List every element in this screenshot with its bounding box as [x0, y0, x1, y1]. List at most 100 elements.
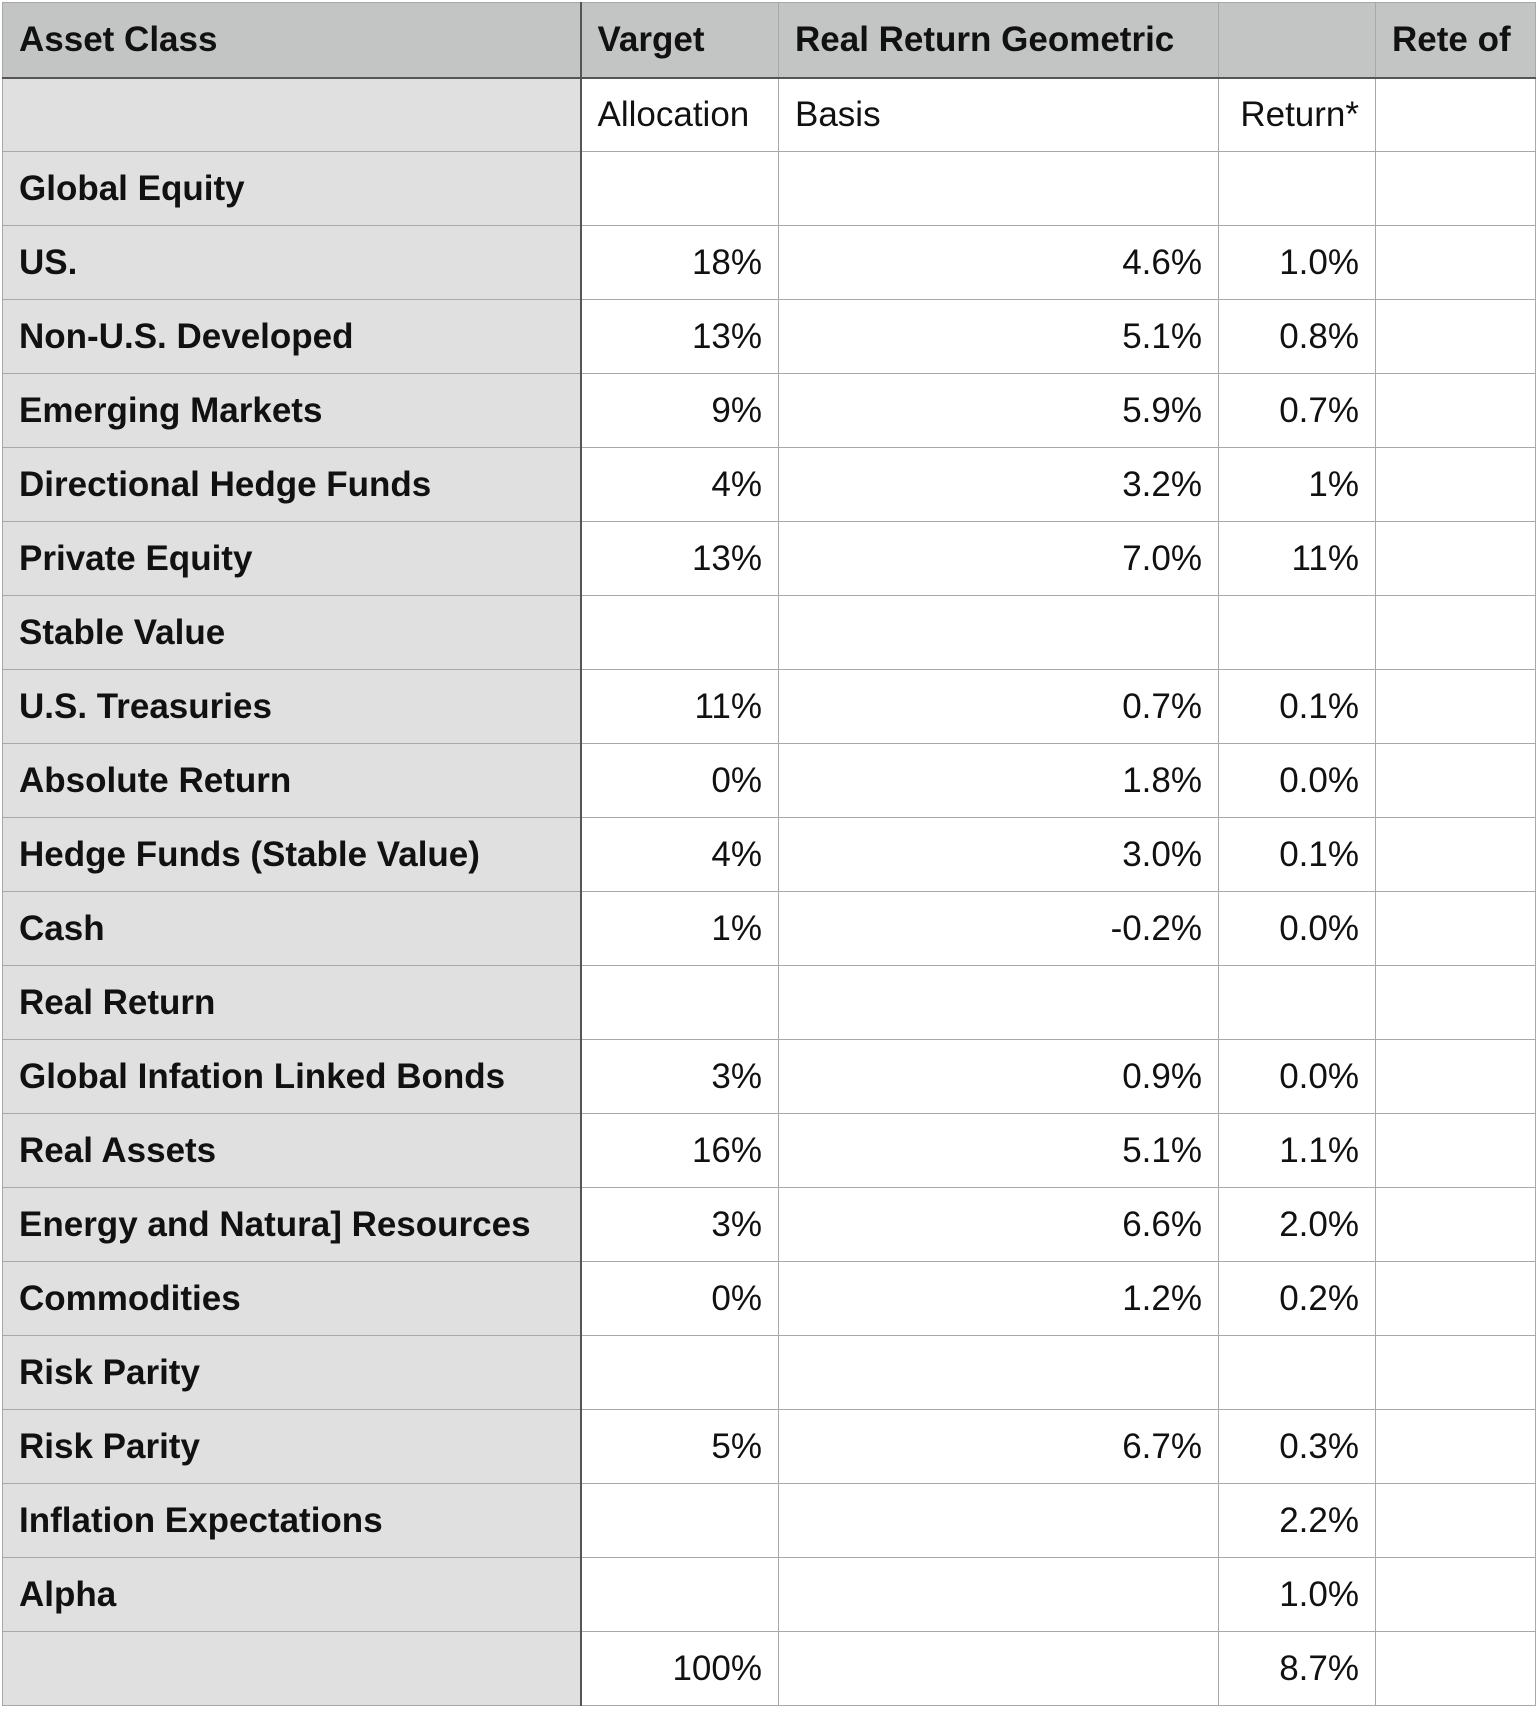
- subheader-asset-class[interactable]: [2, 77, 582, 152]
- rate-of-cell[interactable]: [1375, 595, 1536, 670]
- rate-of-cell[interactable]: [1375, 1113, 1536, 1188]
- return-cell[interactable]: [1218, 1335, 1376, 1410]
- return-cell[interactable]: 1.0%: [1218, 225, 1376, 300]
- allocation-cell[interactable]: [580, 1335, 779, 1410]
- rate-of-cell[interactable]: [1375, 1483, 1536, 1558]
- asset-class-cell[interactable]: Real Return: [2, 965, 582, 1040]
- allocation-cell[interactable]: 11%: [580, 669, 779, 744]
- asset-class-cell[interactable]: US.: [2, 225, 582, 300]
- allocation-cell[interactable]: 4%: [580, 447, 779, 522]
- return-cell[interactable]: 0.3%: [1218, 1409, 1376, 1484]
- real-return-cell[interactable]: [778, 1631, 1219, 1706]
- allocation-cell[interactable]: 3%: [580, 1187, 779, 1262]
- return-cell[interactable]: 8.7%: [1218, 1631, 1376, 1706]
- real-return-cell[interactable]: 3.2%: [778, 447, 1219, 522]
- allocation-cell[interactable]: 0%: [580, 1261, 779, 1336]
- allocation-cell[interactable]: 13%: [580, 299, 779, 374]
- allocation-cell[interactable]: [580, 1483, 779, 1558]
- rate-of-cell[interactable]: [1375, 447, 1536, 522]
- rate-of-cell[interactable]: [1375, 225, 1536, 300]
- return-cell[interactable]: 0.0%: [1218, 1039, 1376, 1114]
- real-return-cell[interactable]: 6.7%: [778, 1409, 1219, 1484]
- return-cell[interactable]: 0.1%: [1218, 669, 1376, 744]
- asset-class-cell[interactable]: Commodities: [2, 1261, 582, 1336]
- rate-of-cell[interactable]: [1375, 1261, 1536, 1336]
- return-cell[interactable]: 0.7%: [1218, 373, 1376, 448]
- real-return-cell[interactable]: -0.2%: [778, 891, 1219, 966]
- asset-class-cell[interactable]: Alpha: [2, 1557, 582, 1632]
- allocation-cell[interactable]: [580, 151, 779, 226]
- real-return-cell[interactable]: [778, 1335, 1219, 1410]
- rate-of-cell[interactable]: [1375, 521, 1536, 596]
- allocation-cell[interactable]: 9%: [580, 373, 779, 448]
- rate-of-cell[interactable]: [1375, 299, 1536, 374]
- real-return-cell[interactable]: [778, 1557, 1219, 1632]
- real-return-cell[interactable]: 6.6%: [778, 1187, 1219, 1262]
- return-cell[interactable]: 0.0%: [1218, 743, 1376, 818]
- subheader-empty[interactable]: [1375, 77, 1536, 152]
- real-return-cell[interactable]: [778, 595, 1219, 670]
- asset-class-cell[interactable]: Inflation Expectations: [2, 1483, 582, 1558]
- rate-of-cell[interactable]: [1375, 1557, 1536, 1632]
- subheader-basis[interactable]: Basis: [778, 77, 1219, 152]
- asset-class-cell[interactable]: Hedge Funds (Stable Value): [2, 817, 582, 892]
- rate-of-cell[interactable]: [1375, 1409, 1536, 1484]
- allocation-cell[interactable]: 13%: [580, 521, 779, 596]
- real-return-cell[interactable]: 1.2%: [778, 1261, 1219, 1336]
- real-return-cell[interactable]: 5.9%: [778, 373, 1219, 448]
- subheader-return[interactable]: Return*: [1218, 77, 1376, 152]
- asset-class-cell[interactable]: Cash: [2, 891, 582, 966]
- return-cell[interactable]: [1218, 151, 1376, 226]
- allocation-cell[interactable]: [580, 595, 779, 670]
- real-return-cell[interactable]: [778, 151, 1219, 226]
- allocation-cell[interactable]: 100%: [580, 1631, 779, 1706]
- real-return-cell[interactable]: 3.0%: [778, 817, 1219, 892]
- asset-class-cell[interactable]: Non-U.S. Developed: [2, 299, 582, 374]
- real-return-cell[interactable]: 5.1%: [778, 1113, 1219, 1188]
- real-return-cell[interactable]: 5.1%: [778, 299, 1219, 374]
- rate-of-cell[interactable]: [1375, 743, 1536, 818]
- rate-of-cell[interactable]: [1375, 373, 1536, 448]
- asset-class-cell[interactable]: U.S. Treasuries: [2, 669, 582, 744]
- asset-class-cell[interactable]: Stable Value: [2, 595, 582, 670]
- real-return-cell[interactable]: 1.8%: [778, 743, 1219, 818]
- asset-class-cell[interactable]: Global Infation Linked Bonds: [2, 1039, 582, 1114]
- real-return-cell[interactable]: [778, 1483, 1219, 1558]
- real-return-cell[interactable]: 4.6%: [778, 225, 1219, 300]
- asset-class-cell[interactable]: Private Equity: [2, 521, 582, 596]
- asset-class-cell[interactable]: Directional Hedge Funds: [2, 447, 582, 522]
- asset-class-cell[interactable]: Emerging Markets: [2, 373, 582, 448]
- allocation-cell[interactable]: [580, 965, 779, 1040]
- rate-of-cell[interactable]: [1375, 817, 1536, 892]
- allocation-cell[interactable]: 1%: [580, 891, 779, 966]
- allocation-cell[interactable]: 4%: [580, 817, 779, 892]
- header-target[interactable]: Varget: [580, 2, 779, 79]
- rate-of-cell[interactable]: [1375, 669, 1536, 744]
- real-return-cell[interactable]: 0.7%: [778, 669, 1219, 744]
- header-rate-of[interactable]: Rete of: [1375, 2, 1536, 79]
- allocation-cell[interactable]: 3%: [580, 1039, 779, 1114]
- return-cell[interactable]: 1.1%: [1218, 1113, 1376, 1188]
- return-cell[interactable]: 2.2%: [1218, 1483, 1376, 1558]
- return-cell[interactable]: 1%: [1218, 447, 1376, 522]
- return-cell[interactable]: 0.1%: [1218, 817, 1376, 892]
- allocation-cell[interactable]: 18%: [580, 225, 779, 300]
- asset-class-cell[interactable]: Risk Parity: [2, 1335, 582, 1410]
- header-empty[interactable]: [1218, 2, 1376, 79]
- return-cell[interactable]: 11%: [1218, 521, 1376, 596]
- allocation-cell[interactable]: [580, 1557, 779, 1632]
- asset-class-cell[interactable]: [2, 1631, 582, 1706]
- rate-of-cell[interactable]: [1375, 1187, 1536, 1262]
- asset-class-cell[interactable]: Risk Parity: [2, 1409, 582, 1484]
- real-return-cell[interactable]: 7.0%: [778, 521, 1219, 596]
- asset-class-cell[interactable]: Global Equity: [2, 151, 582, 226]
- header-real-return-geometric[interactable]: Real Return Geometric: [778, 2, 1219, 79]
- return-cell[interactable]: 0.8%: [1218, 299, 1376, 374]
- rate-of-cell[interactable]: [1375, 965, 1536, 1040]
- allocation-cell[interactable]: 16%: [580, 1113, 779, 1188]
- allocation-cell[interactable]: 5%: [580, 1409, 779, 1484]
- rate-of-cell[interactable]: [1375, 1039, 1536, 1114]
- header-asset-class[interactable]: Asset Class: [2, 2, 582, 79]
- asset-class-cell[interactable]: Absolute Return: [2, 743, 582, 818]
- return-cell[interactable]: 2.0%: [1218, 1187, 1376, 1262]
